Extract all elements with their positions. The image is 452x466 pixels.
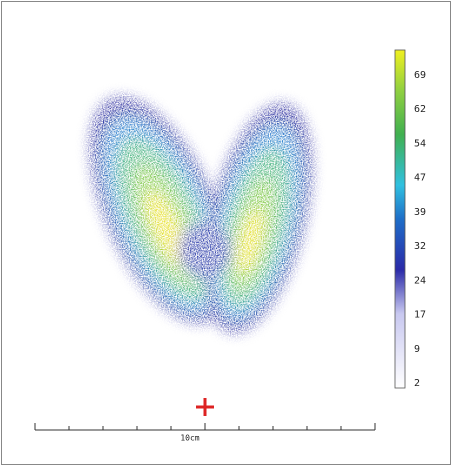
colorbar-label: 2 (414, 378, 420, 389)
colorbar-label: 32 (414, 241, 426, 252)
colorbar-label: 62 (414, 104, 426, 115)
colorbar-label: 39 (414, 207, 426, 218)
colorbar-label: 69 (414, 70, 426, 81)
scale-label: 10cm (180, 434, 199, 443)
colorbar-label: 47 (414, 173, 426, 184)
center-marker (196, 398, 214, 416)
thyroid-image (89, 96, 313, 334)
colorbar-label: 9 (414, 344, 420, 355)
colorbar-label: 54 (414, 138, 426, 149)
colorbar-label: 17 (414, 310, 426, 321)
colorbar (394, 49, 406, 389)
colorbar-label: 24 (414, 275, 426, 286)
